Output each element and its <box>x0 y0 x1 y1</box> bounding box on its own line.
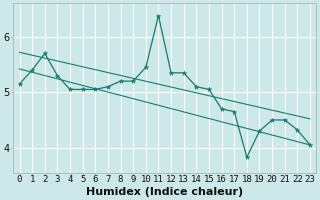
X-axis label: Humidex (Indice chaleur): Humidex (Indice chaleur) <box>86 187 243 197</box>
